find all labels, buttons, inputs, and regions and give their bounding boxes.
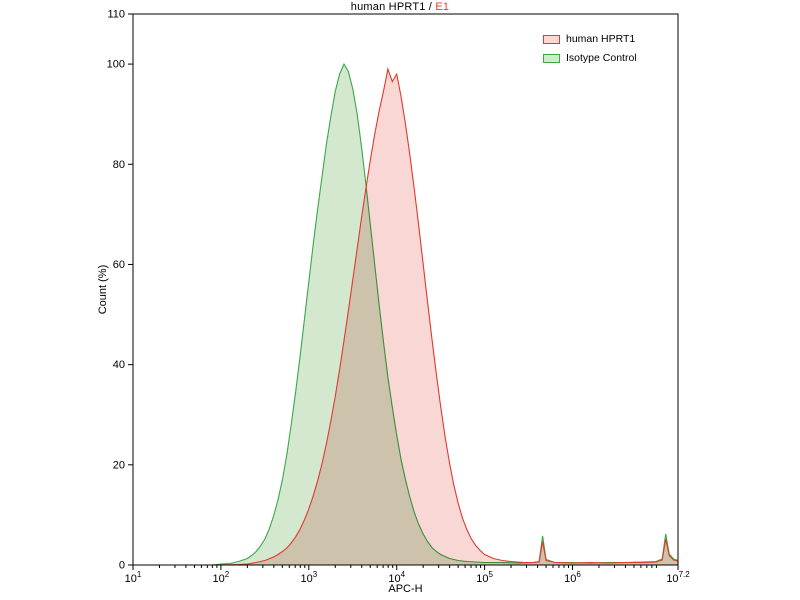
legend-label: Isotype Control [566,52,637,64]
x-axis-tick-label: 104 [388,570,405,585]
x-axis-tick-label: 106 [564,570,581,585]
y-axis-tick-label: 100 [107,59,125,71]
chart-title-accent: E1 [435,1,450,13]
chart-title: human HPRT1 / E1 [0,1,800,13]
y-axis-tick-label: 60 [113,259,125,271]
x-axis-tick-label: 107.2 [666,570,690,585]
x-axis-tick-label: 101 [125,570,142,585]
y-axis-label: Count (%) [97,265,109,315]
y-axis-tick-label: 40 [113,359,125,371]
plot-border [132,13,679,566]
y-axis-tick-label: 0 [119,560,125,572]
legend: human HPRT1 Isotype Control [543,33,637,64]
series-human-hprt1-area [133,69,678,565]
legend-item: human HPRT1 [543,33,637,45]
x-axis-tick-label: 103 [300,570,317,585]
x-axis-tick-label: 105 [476,570,493,585]
legend-swatch-isotype-control [543,53,560,63]
x-axis-label: APC-H [388,583,422,595]
x-axis-tick-label: 102 [213,570,230,585]
chart-title-main: human HPRT1 / [350,1,436,13]
legend-swatch-human-hprt1 [543,34,560,44]
series-human-hprt1-line [133,67,679,566]
legend-item: Isotype Control [543,52,637,64]
y-axis-tick-label: 110 [107,9,125,21]
legend-label: human HPRT1 [566,33,636,45]
y-axis-tick-label: 20 [113,459,125,471]
y-axis-tick-label: 80 [113,159,125,171]
